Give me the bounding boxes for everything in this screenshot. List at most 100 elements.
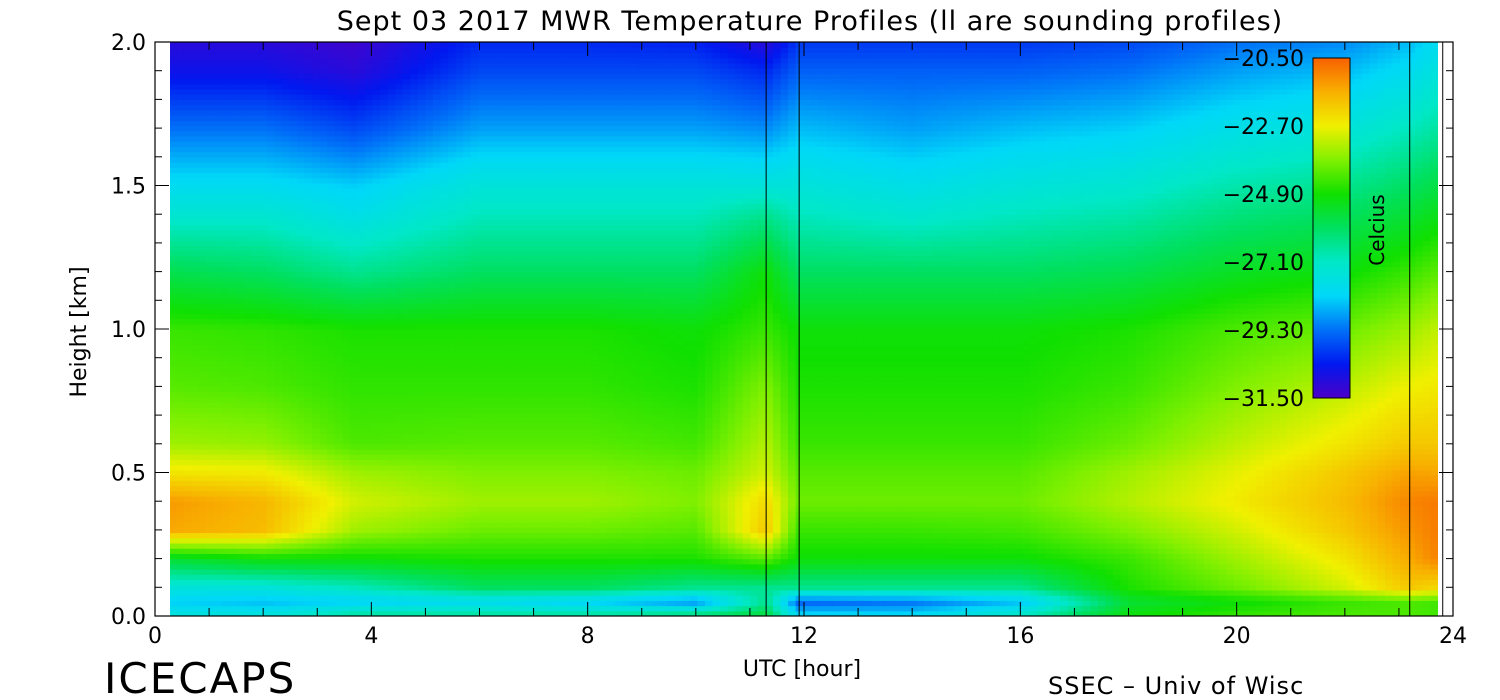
heatmap-cell (432, 156, 442, 163)
heatmap-cell (244, 475, 253, 481)
heatmap-cell (402, 391, 411, 398)
heatmap-cell (485, 62, 495, 69)
heatmap-cell (342, 433, 351, 440)
heatmap-cell (410, 261, 419, 267)
heatmap-cell (372, 182, 381, 189)
heatmap-cell (364, 245, 374, 252)
heatmap-cell (251, 422, 260, 429)
heatmap-cell (334, 208, 343, 215)
heatmap-cell (274, 261, 283, 267)
heatmap-cell (259, 125, 268, 132)
heatmap-cell (448, 349, 457, 356)
heatmap-cell (372, 193, 381, 200)
heatmap-cell (327, 62, 336, 69)
heatmap-cell (349, 323, 359, 330)
heatmap-cell (334, 167, 343, 174)
heatmap-cell (244, 109, 253, 116)
heatmap-cell (425, 292, 434, 299)
heatmap-cell (440, 569, 449, 575)
heatmap-cell (289, 266, 298, 273)
heatmap-cell (191, 109, 200, 116)
heatmap-cell (251, 584, 260, 591)
heatmap-cell (440, 99, 449, 106)
heatmap-cell (170, 370, 177, 377)
heatmap-cell (380, 73, 389, 80)
heatmap-cell (170, 57, 177, 64)
heatmap-cell (206, 271, 215, 278)
heatmap-cell (440, 287, 449, 294)
heatmap-cell (259, 433, 268, 440)
heatmap-cell (387, 198, 396, 205)
heatmap-cell (417, 214, 427, 221)
heatmap-cell (244, 480, 253, 487)
heatmap-cell (206, 579, 215, 586)
heatmap-cell (395, 83, 404, 90)
heatmap-cell (206, 605, 215, 612)
heatmap-cell (304, 516, 313, 523)
heatmap-cell (266, 156, 275, 163)
heatmap-cell (266, 454, 275, 461)
heatmap-cell (387, 302, 396, 309)
heatmap-cell (259, 219, 268, 226)
heatmap-cell (312, 235, 321, 241)
heatmap-cell (312, 62, 321, 69)
heatmap-cell (319, 135, 328, 142)
heatmap-cell (281, 443, 291, 450)
heatmap-cell (228, 302, 238, 309)
heatmap-cell (327, 224, 336, 231)
heatmap-cell (380, 292, 389, 299)
heatmap-cell (266, 302, 275, 309)
heatmap-cell (342, 527, 351, 534)
heatmap-cell (259, 600, 268, 607)
heatmap-cell (463, 480, 472, 487)
heatmap-cell (493, 417, 502, 424)
heatmap-cell (236, 313, 245, 320)
heatmap-cell (236, 120, 245, 127)
heatmap-cell (266, 255, 275, 262)
heatmap-cell (485, 292, 495, 299)
heatmap-cell (266, 151, 275, 158)
heatmap-cell (432, 83, 442, 90)
heatmap-cell (198, 261, 207, 267)
heatmap-cell (236, 115, 245, 121)
heatmap-cell (176, 297, 185, 304)
heatmap-cell (228, 339, 238, 346)
heatmap-cell (289, 459, 298, 466)
heatmap-cell (387, 250, 396, 257)
heatmap-cell (417, 188, 427, 194)
heatmap-cell (327, 229, 336, 236)
heatmap-cell (213, 177, 223, 184)
heatmap-cell (236, 156, 245, 163)
heatmap-cell (364, 589, 374, 596)
heatmap-cell (312, 595, 321, 601)
heatmap-cell (364, 360, 374, 367)
heatmap-cell (410, 292, 419, 299)
heatmap-cell (183, 402, 192, 408)
heatmap-cell (342, 120, 351, 127)
heatmap-cell (274, 501, 283, 508)
heatmap-cell (289, 57, 298, 64)
heatmap-cell (417, 600, 427, 607)
heatmap-cell (425, 375, 434, 382)
heatmap-cell (312, 318, 321, 325)
heatmap-cell (395, 224, 404, 231)
heatmap-cell (281, 250, 291, 257)
heatmap-cell (266, 329, 275, 335)
heatmap-cell (304, 198, 313, 205)
heatmap-cell (213, 182, 223, 189)
heatmap-cell (304, 308, 313, 314)
heatmap-cell (372, 449, 381, 455)
heatmap-cell (493, 375, 502, 382)
heatmap-cell (372, 188, 381, 194)
heatmap-cell (221, 605, 230, 612)
heatmap-cell (228, 501, 238, 508)
heatmap-cell (342, 146, 351, 153)
heatmap-cell (470, 282, 479, 288)
heatmap-cell (198, 334, 207, 341)
heatmap-cell (342, 235, 351, 241)
heatmap-cell (342, 522, 351, 528)
heatmap-cell (183, 214, 192, 221)
heatmap-cell (417, 250, 427, 257)
heatmap-cell (274, 370, 283, 377)
heatmap-cell (402, 224, 411, 231)
